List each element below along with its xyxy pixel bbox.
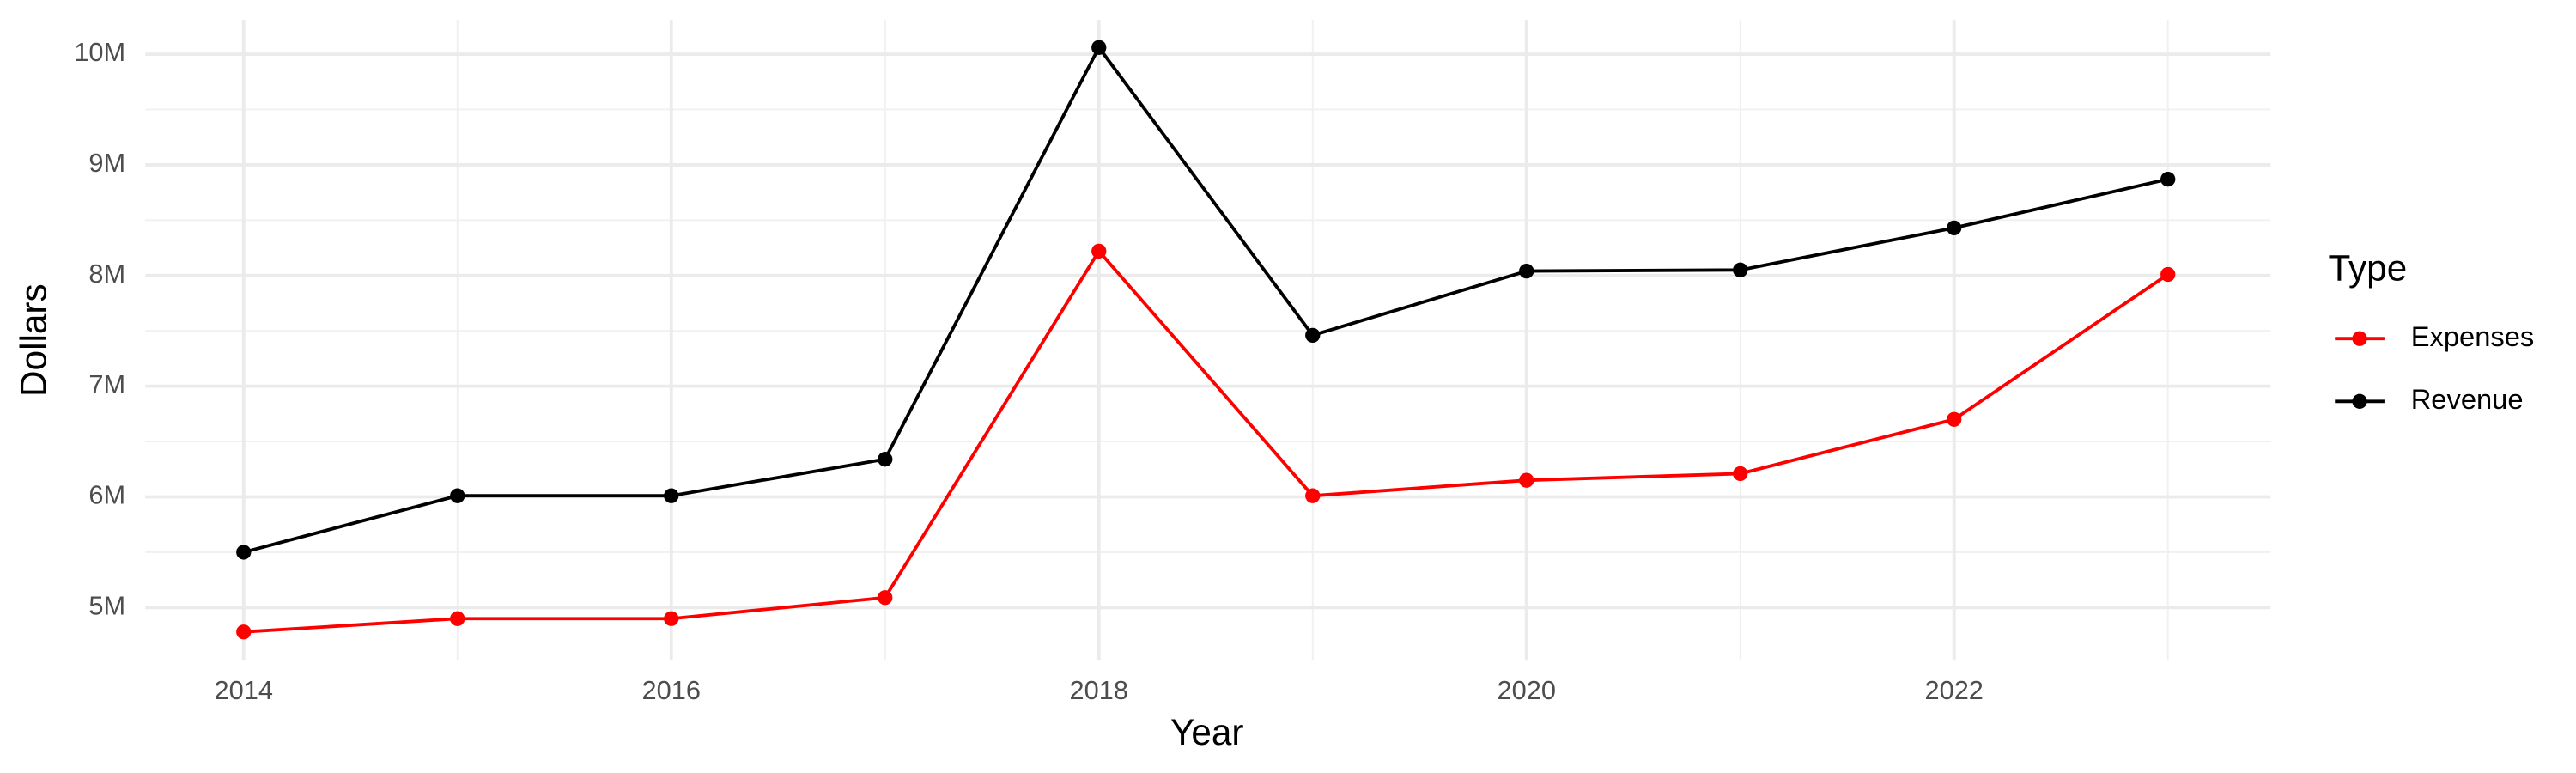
data-point [1305,327,1321,344]
data-point [450,611,465,626]
data-point [1733,466,1748,482]
data-point [1947,220,1962,236]
x-tick-label: 2022 [1925,675,1984,705]
y-tick-label: 9M [88,148,125,178]
data-point [878,590,893,606]
y-tick-label: 6M [88,480,125,510]
legend-title: Type [2329,248,2408,289]
grid [145,20,2271,661]
x-tick-label: 2020 [1498,675,1556,705]
data-point [450,488,465,503]
y-tick-label: 5M [88,590,125,620]
y-tick-label: 8M [88,259,125,289]
data-point [1947,411,1962,427]
data-point [1733,262,1748,277]
data-point [236,624,252,640]
series-line [243,44,2169,554]
x-tick-label: 2014 [215,675,273,705]
data-point [1305,488,1321,503]
plot-area [236,40,2176,640]
data-point [664,611,679,626]
series-line [243,248,2169,634]
legend-swatch [2352,331,2367,346]
data-point [1091,243,1107,259]
y-tick-label: 10M [74,37,125,67]
data-point [236,545,252,560]
legend-swatch [2352,393,2367,409]
data-point [1519,472,1534,488]
x-axis-title: Year [1170,712,1243,752]
legend-label: Expenses [2411,320,2535,352]
y-axis-title: Dollars [13,283,53,397]
data-point [878,452,893,467]
legend-label: Revenue [2411,383,2524,415]
data-point [2160,266,2176,283]
data-point [1091,40,1107,55]
x-tick-label: 2016 [642,675,701,705]
data-point [664,488,679,503]
x-tick-label: 2018 [1070,675,1128,705]
y-tick-label: 7M [88,369,125,399]
data-point [2160,171,2176,187]
data-point [1519,263,1534,279]
